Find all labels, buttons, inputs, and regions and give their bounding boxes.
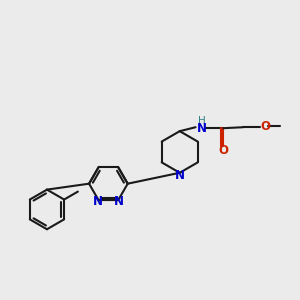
- Text: N: N: [93, 195, 103, 208]
- Text: N: N: [196, 122, 206, 135]
- Text: O: O: [260, 120, 270, 133]
- Text: N: N: [175, 169, 185, 182]
- Text: O: O: [218, 145, 228, 158]
- Text: H: H: [198, 116, 206, 126]
- Text: N: N: [114, 195, 124, 208]
